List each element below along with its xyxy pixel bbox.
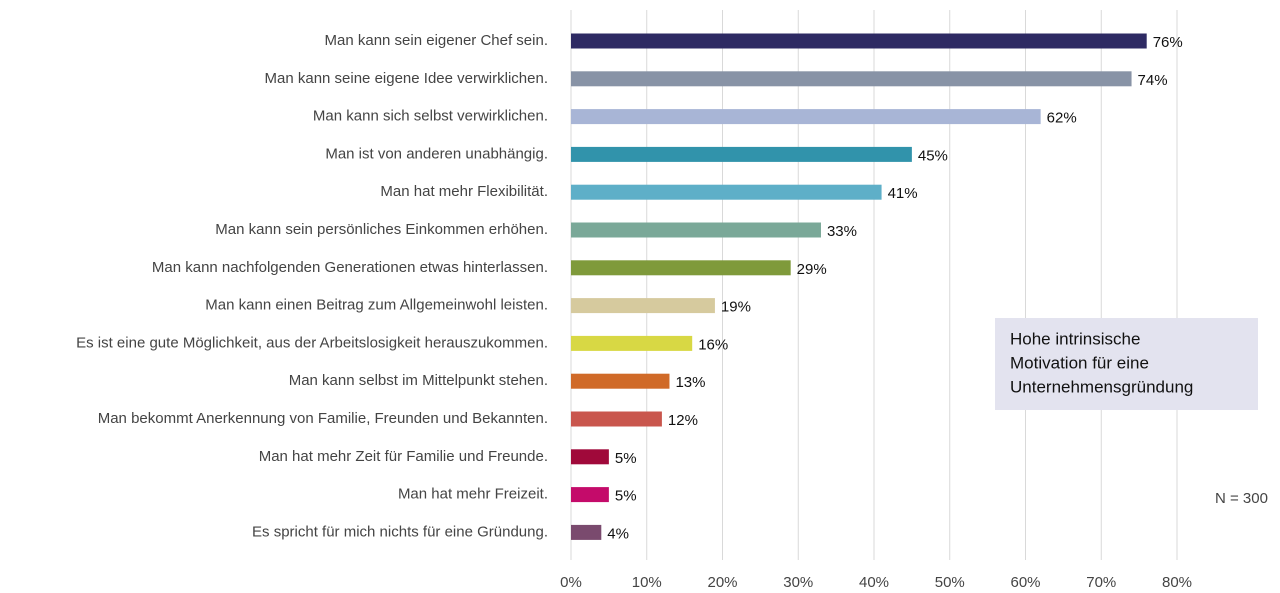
y-tick-label: Man kann seine eigene Idee verwirklichen… [265,70,549,87]
y-tick-label: Es spricht für mich nichts für eine Grün… [252,523,548,540]
x-tick-label: 30% [783,574,813,591]
bar [571,449,609,465]
x-tick-label: 60% [1010,574,1040,591]
y-tick-label: Man kann einen Beitrag zum Allgemeinwohl… [205,297,548,314]
bar [571,524,602,540]
y-tick-label: Man kann sein eigener Chef sein. [325,32,548,49]
bar [571,373,670,389]
data-label: 74% [1138,72,1168,89]
x-tick-label: 70% [1086,574,1116,591]
x-tick-label: 40% [859,574,889,591]
x-tick-label: 50% [935,574,965,591]
x-tick-label: 0% [560,574,582,591]
annotation: Motivation für eine [1010,353,1149,372]
bar [571,146,912,162]
data-label: 41% [888,185,918,202]
bar [571,109,1041,125]
bar [571,184,882,200]
y-tick-label: Man ist von anderen unabhängig. [325,145,548,162]
bar [571,487,609,503]
y-tick-label: Man hat mehr Freizeit. [398,486,548,503]
note: N = 300 [1215,490,1268,507]
data-label: 45% [918,147,948,164]
y-tick-label: Man kann sein persönliches Einkommen erh… [215,221,548,238]
bar [571,298,715,314]
bar [571,71,1132,87]
data-label: 5% [615,450,637,467]
data-label: 12% [668,412,698,429]
x-tick-label: 80% [1162,574,1192,591]
y-tick-label: Man kann nachfolgenden Generationen etwa… [152,259,548,276]
data-label: 33% [827,223,857,240]
annotation-box [995,318,1258,410]
data-label: 16% [698,336,728,353]
bar [571,260,791,276]
x-tick-label: 20% [707,574,737,591]
annotation: Unternehmensgründung [1010,377,1193,396]
bar [571,411,662,427]
annotation: Hohe intrinsische [1010,329,1140,348]
data-label: 76% [1153,34,1183,51]
y-tick-label: Man hat mehr Flexibilität. [380,183,548,200]
data-label: 5% [615,488,637,505]
data-label: 13% [675,374,705,391]
data-label: 29% [797,261,827,278]
x-tick-label: 10% [632,574,662,591]
data-label: 19% [721,299,751,316]
y-tick-label: Man bekommt Anerkennung von Familie, Fre… [98,410,548,427]
data-label: 4% [607,525,629,542]
y-tick-label: Man hat mehr Zeit für Familie und Freund… [259,448,548,465]
y-tick-label: Es ist eine gute Möglichkeit, aus der Ar… [76,334,548,351]
data-label: 62% [1047,110,1077,127]
y-tick-label: Man kann sich selbst verwirklichen. [313,108,548,125]
bar [571,33,1147,49]
bar [571,222,821,238]
bar [571,335,693,351]
y-tick-label: Man kann selbst im Mittelpunkt stehen. [289,372,548,389]
